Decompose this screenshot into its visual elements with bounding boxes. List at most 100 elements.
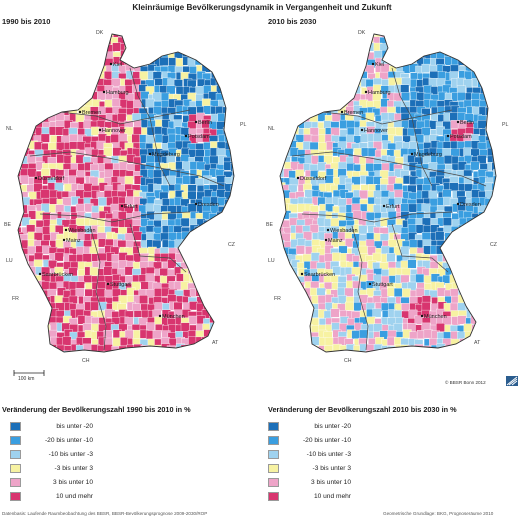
district-cell [282, 107, 292, 116]
district-cell [311, 58, 321, 68]
district-cell [113, 353, 122, 362]
district-cell [19, 91, 29, 101]
district-cell [436, 323, 445, 332]
district-cell [117, 211, 127, 221]
district-cell [487, 205, 496, 214]
district-cell [386, 34, 396, 38]
district-cell [76, 63, 86, 73]
district-cell [372, 308, 382, 318]
district-cell [167, 34, 177, 39]
district-cell [283, 128, 293, 138]
district-cell [139, 36, 148, 46]
district-cell [283, 274, 293, 284]
district-cell [352, 65, 361, 74]
district-cell [75, 34, 85, 40]
legend-swatch [268, 435, 279, 445]
district-cell [18, 324, 24, 334]
district-cell [18, 337, 23, 347]
district-cell [297, 86, 307, 95]
district-cell [449, 44, 459, 54]
district-cell [479, 336, 489, 346]
district-cell [280, 56, 284, 66]
district-cell [223, 351, 233, 352]
district-cell [21, 34, 31, 39]
district-cell [194, 343, 204, 352]
district-cell [33, 113, 43, 123]
district-cell [457, 268, 466, 277]
district-cell [187, 239, 197, 249]
district-cell [216, 280, 225, 290]
district-cell [401, 92, 410, 101]
district-cell [323, 155, 333, 165]
district-cell [18, 128, 22, 138]
district-cell [215, 56, 225, 66]
district-cell [429, 353, 438, 362]
district-cell [231, 49, 234, 59]
district-cell [208, 261, 218, 270]
district-cell [492, 99, 496, 109]
district-cell [188, 44, 198, 54]
district-cell [435, 231, 445, 241]
district-cell [409, 239, 419, 249]
district-cell [35, 93, 45, 103]
district-cell [140, 43, 150, 53]
legend-swatch [10, 449, 21, 459]
district-cell [187, 247, 197, 257]
district-cell [91, 52, 101, 61]
district-cell [298, 37, 308, 47]
district-cell [477, 120, 487, 129]
district-cell [289, 295, 299, 305]
district-cell [222, 36, 232, 46]
district-cell [203, 283, 213, 293]
district-cell [216, 34, 226, 40]
district-cell [189, 34, 199, 41]
district-cell [90, 301, 100, 311]
district-cell [216, 211, 226, 221]
district-cell [430, 37, 440, 47]
district-cell [19, 281, 29, 291]
district-cell [201, 336, 211, 346]
district-cell [146, 345, 156, 352]
district-cell [202, 247, 212, 257]
district-cell [18, 254, 24, 264]
district-cell [209, 49, 219, 59]
district-cell [223, 34, 233, 39]
district-cell [49, 189, 58, 199]
city-marker [64, 228, 68, 232]
district-cell [27, 288, 37, 298]
district-cell [83, 43, 93, 53]
district-cell [28, 34, 38, 39]
district-cell [223, 266, 232, 276]
district-cell [386, 253, 396, 262]
district-cell [47, 98, 57, 108]
district-cell [302, 63, 312, 73]
district-cell [280, 336, 285, 346]
district-cell [62, 99, 72, 109]
district-cell [290, 91, 299, 101]
district-cell [283, 84, 292, 94]
legend-swatch [10, 421, 21, 431]
district-cell [281, 331, 291, 341]
district-cell [56, 43, 65, 53]
district-cell [492, 353, 501, 362]
district-cell [290, 282, 300, 291]
district-cell [282, 352, 291, 361]
district-cell [229, 143, 234, 152]
district-cell [492, 260, 496, 270]
district-cell [63, 66, 73, 75]
district-cell [289, 108, 299, 117]
district-cell [457, 294, 467, 304]
district-cell [415, 287, 425, 297]
district-cell [118, 133, 128, 143]
district-cell [224, 45, 234, 55]
district-cell [290, 288, 300, 298]
district-cell [296, 324, 305, 334]
district-cell [421, 232, 431, 241]
legend-swatch [10, 435, 21, 445]
country-label: CZ [228, 242, 235, 248]
district-cell [421, 63, 431, 73]
district-cell [280, 108, 285, 117]
district-cell [451, 34, 461, 38]
district-cell [492, 289, 496, 299]
district-cell [40, 337, 50, 346]
